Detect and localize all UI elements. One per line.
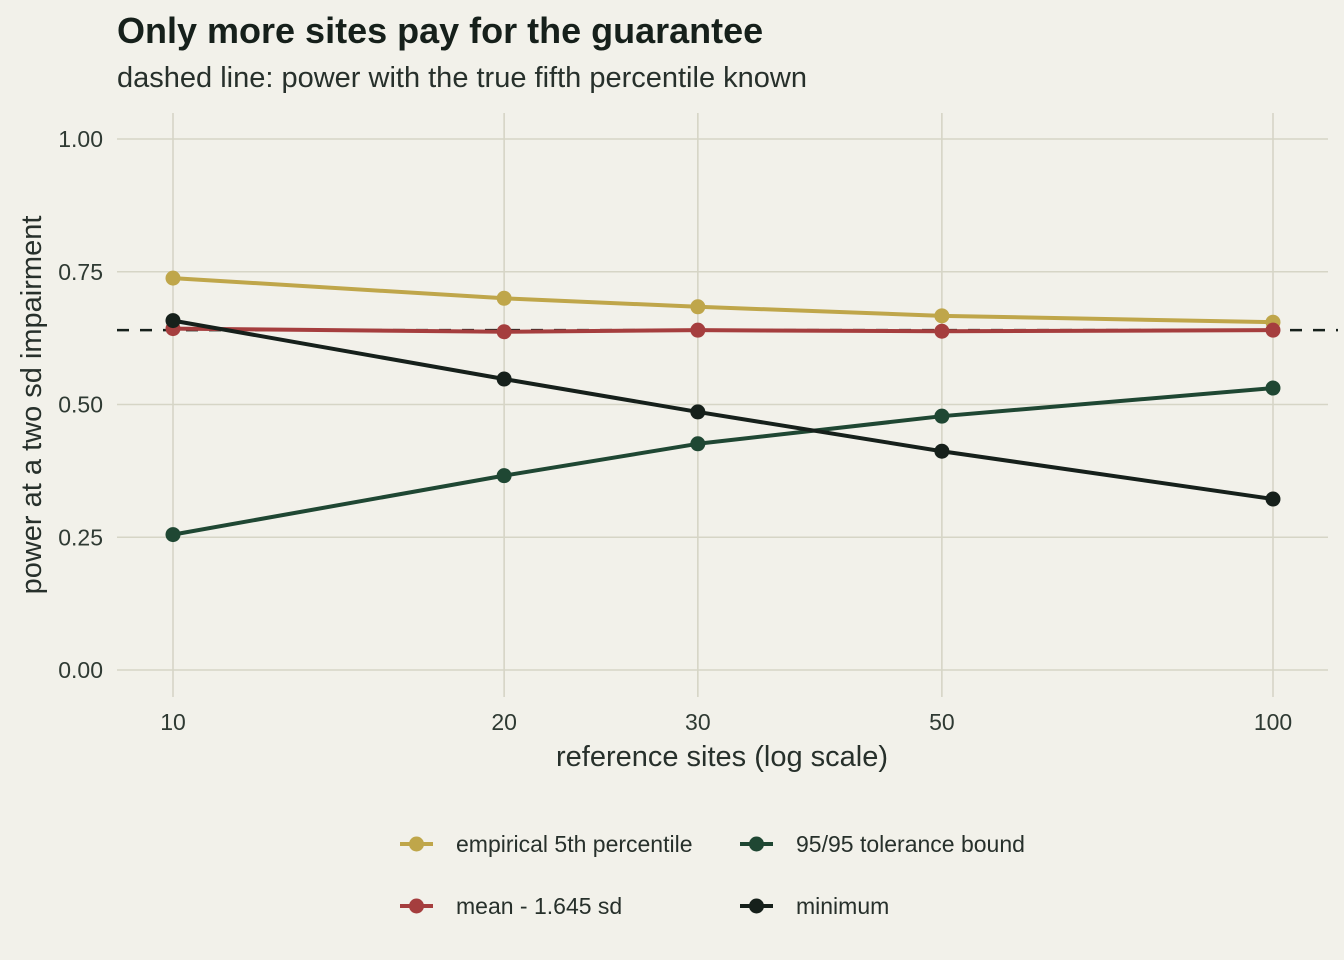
series-2 [165,321,1281,340]
data-point [690,299,706,315]
series-1 [165,380,1281,543]
data-point [934,408,950,424]
y-tick-label: 0.00 [58,657,103,683]
legend-key-marker [409,836,424,852]
data-point [690,436,706,452]
series-line [171,276,1275,325]
y-tick-label: 0.25 [58,524,103,550]
x-tick-label: 100 [1254,709,1292,735]
data-point [1265,380,1281,396]
data-point [1265,322,1281,338]
data-point [1265,491,1281,507]
legend-label: minimum [796,893,889,919]
x-tick-label: 30 [685,709,711,735]
legend-item: minimum [740,893,889,919]
data-point [165,313,181,329]
series-3 [165,313,1281,507]
x-axis-title: reference sites (log scale) [556,741,888,773]
legend-item: empirical 5th percentile [400,831,693,857]
data-point [934,443,950,459]
legend-item: 95/95 tolerance bound [740,831,1025,857]
data-point [934,323,950,339]
y-tick-label: 1.00 [58,126,103,152]
y-tick-label: 0.75 [58,259,103,285]
x-tick-label: 50 [929,709,955,735]
x-tick-label: 20 [491,709,517,735]
chart-title: Only more sites pay for the guarantee [117,10,764,51]
y-axis-title: power at a two sd impairment [16,216,48,595]
series-line [171,386,1275,537]
series-line [171,326,1275,334]
series-0 [165,270,1281,330]
y-axis-ticks: 0.00 0.25 0.50 0.75 1.00 [58,126,103,683]
legend-key-marker [409,898,424,914]
y-tick-label: 0.50 [58,392,103,418]
data-point [165,270,181,286]
data-point [496,324,512,340]
legend: empirical 5th percentile 95/95 tolerance … [400,831,1025,919]
legend-label: mean - 1.645 sd [456,893,622,919]
chart-subtitle: dashed line: power with the true fifth p… [117,62,807,94]
data-point [165,527,181,543]
x-tick-label: 10 [160,709,186,735]
legend-item: mean - 1.645 sd [400,893,622,919]
legend-key-marker [749,898,764,914]
data-point [934,308,950,324]
data-point [690,322,706,338]
legend-label: 95/95 tolerance bound [796,831,1025,857]
data-point [496,468,512,484]
legend-key-marker [749,836,764,852]
legend-label: empirical 5th percentile [456,831,693,857]
grid-lines [117,113,1328,697]
series-line [171,318,1275,502]
series-group [165,270,1281,543]
data-point [496,290,512,306]
data-point [496,371,512,387]
data-point [690,404,706,420]
x-axis-ticks: 10 20 30 50 100 [160,709,1292,735]
